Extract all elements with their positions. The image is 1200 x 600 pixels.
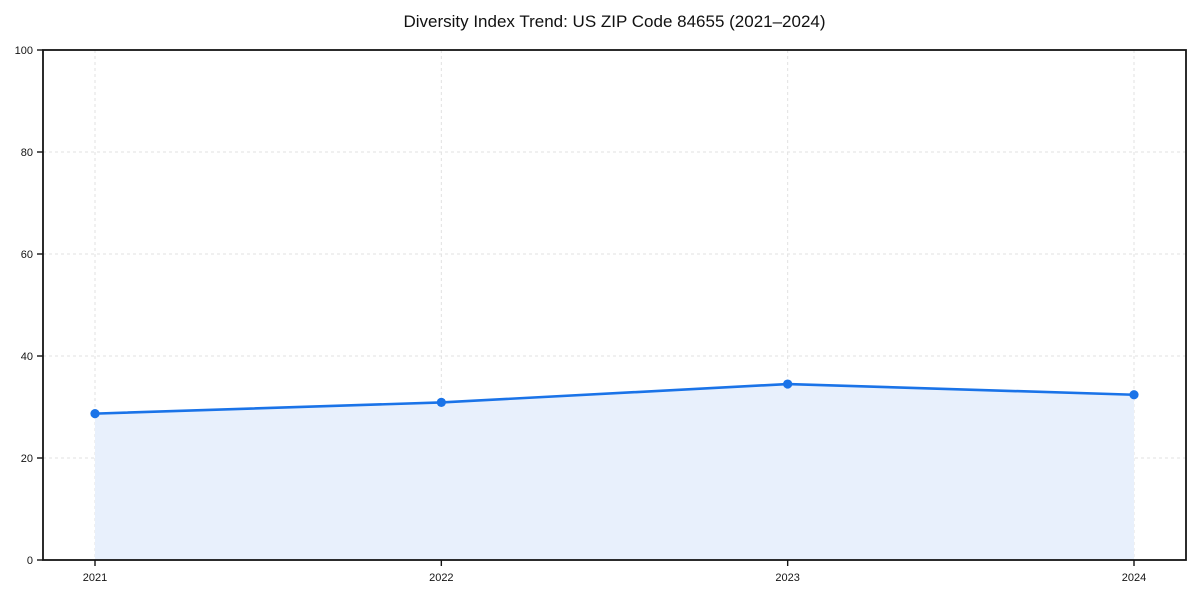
data-point-2021 bbox=[90, 409, 100, 419]
chart-title: Diversity Index Trend: US ZIP Code 84655… bbox=[403, 12, 826, 31]
x-tick-label: 2022 bbox=[429, 572, 453, 584]
x-tick-label: 2024 bbox=[1122, 572, 1146, 584]
x-tick-label: 2023 bbox=[775, 572, 799, 584]
x-tick-label: 2021 bbox=[83, 572, 107, 584]
data-point-2022 bbox=[436, 397, 446, 408]
y-tick-label: 100 bbox=[15, 45, 33, 57]
y-tick-label: 0 bbox=[27, 555, 33, 567]
y-tick-label: 40 bbox=[21, 351, 33, 363]
y-tick-label: 20 bbox=[21, 453, 33, 465]
plot-frame bbox=[42, 49, 1187, 561]
area-fill bbox=[95, 384, 1134, 560]
data-point-2023 bbox=[783, 379, 793, 389]
y-tick-label: 60 bbox=[21, 249, 33, 261]
y-tick-label: 80 bbox=[21, 147, 33, 159]
trend-line bbox=[93, 382, 1136, 415]
data-point-2024 bbox=[1129, 390, 1139, 400]
